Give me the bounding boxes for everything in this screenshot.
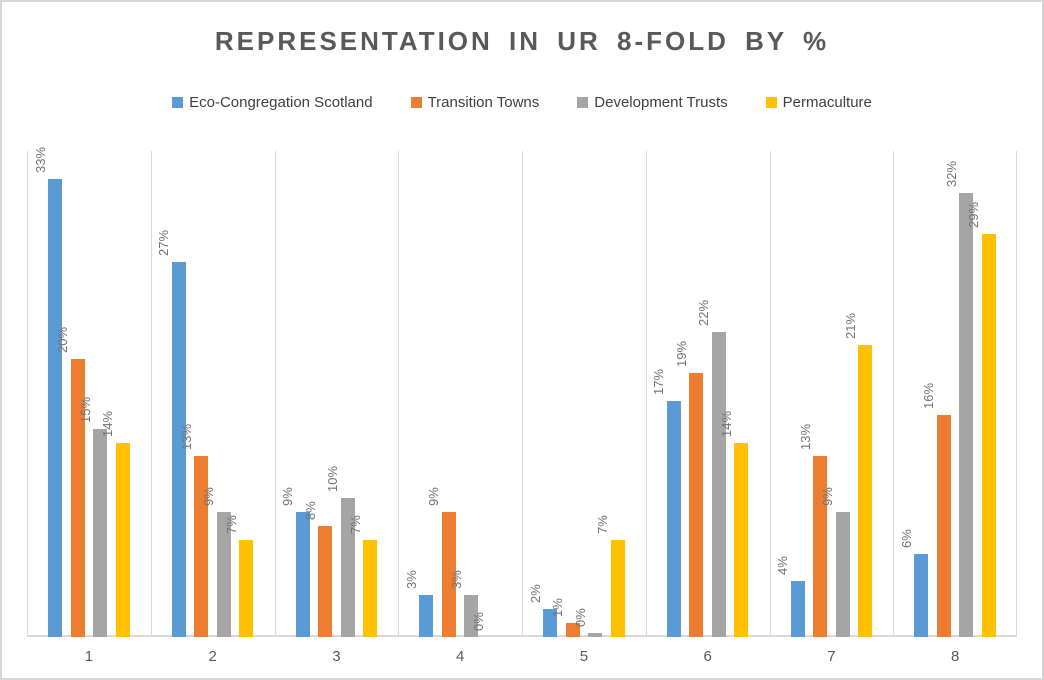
data-label: 32% <box>944 160 959 187</box>
data-label: 9% <box>820 487 835 506</box>
data-label: 7% <box>224 515 239 534</box>
gridline <box>1016 151 1017 637</box>
legend-item-development-trusts: Development Trusts <box>577 94 728 111</box>
gridline <box>893 151 894 637</box>
data-label: 13% <box>179 423 194 450</box>
legend-label: Eco-Congregation Scotland <box>189 94 373 111</box>
chart-title: REPRESENTATION IN UR 8-FOLD BY % <box>214 26 830 56</box>
bar <box>566 623 580 637</box>
bar <box>217 512 231 637</box>
bar <box>71 359 85 637</box>
legend-item-eco-congregation-scotland: Eco-Congregation Scotland <box>172 94 373 111</box>
data-label: 7% <box>595 515 610 534</box>
data-label: 7% <box>348 515 363 534</box>
bar <box>194 456 208 637</box>
bar <box>93 429 107 637</box>
data-label: 9% <box>280 487 295 506</box>
data-label: 6% <box>899 529 914 548</box>
data-label: 15% <box>78 396 93 423</box>
category-label: 1 <box>84 648 94 665</box>
data-label: 0% <box>573 608 588 627</box>
bar <box>419 595 433 637</box>
data-label: 9% <box>201 487 216 506</box>
legend-label: Permaculture <box>782 94 872 111</box>
bar <box>858 345 872 637</box>
bar <box>588 633 602 637</box>
bar <box>296 512 310 637</box>
bar <box>689 373 703 637</box>
data-label: 20% <box>55 326 70 353</box>
data-label: 22% <box>696 299 711 326</box>
legend-label: Development Trusts <box>594 94 728 111</box>
bar <box>172 262 186 637</box>
bar <box>982 234 996 637</box>
data-label: 14% <box>100 410 115 437</box>
data-label: 27% <box>156 229 171 256</box>
legend-marker-icon <box>765 97 777 108</box>
bar <box>464 595 478 637</box>
data-label: 10% <box>325 465 340 492</box>
legend-item-transition-towns: Transition Towns <box>410 94 540 111</box>
data-label: 9% <box>426 487 441 506</box>
category-label: 2 <box>208 648 217 665</box>
bar <box>48 179 62 637</box>
data-label: 29% <box>966 201 981 228</box>
data-label: 21% <box>843 312 858 339</box>
data-label: 4% <box>775 556 790 575</box>
data-label: 1% <box>550 598 565 617</box>
data-label: 2% <box>528 584 543 603</box>
bar <box>836 512 850 637</box>
data-label: 8% <box>303 501 318 520</box>
category-label: 8 <box>950 648 960 665</box>
data-label: 19% <box>674 340 689 367</box>
bar <box>363 540 377 637</box>
gridline <box>646 151 647 637</box>
legend: Eco-Congregation Scotland Transition Tow… <box>2 94 1042 111</box>
bar <box>813 456 827 637</box>
gridline <box>151 151 152 637</box>
legend-marker-icon <box>172 97 184 108</box>
bar <box>667 401 681 637</box>
bar <box>914 554 928 637</box>
category-label: 7 <box>827 648 836 665</box>
data-label: 33% <box>33 146 48 173</box>
bar <box>318 526 332 637</box>
bar <box>791 581 805 637</box>
bar <box>341 498 355 637</box>
x-axis-category-labels: 1 2 3 4 5 6 7 8 <box>27 648 1017 665</box>
category-label: 4 <box>455 648 465 665</box>
data-label: 3% <box>404 570 419 589</box>
bar <box>734 443 748 637</box>
legend-label: Transition Towns <box>427 94 540 111</box>
gridline <box>27 151 28 637</box>
bar <box>543 609 557 637</box>
bar <box>937 415 951 637</box>
legend-item-permaculture: Permaculture <box>765 94 872 111</box>
bar <box>239 540 253 637</box>
data-label: 16% <box>921 382 936 409</box>
bar <box>116 443 130 637</box>
legend-marker-icon <box>410 97 422 108</box>
data-label: 0% <box>471 612 486 631</box>
plot-area: 33% 20% 15% 14% 27% 13% 9% 7% 9% 8% 10% 7% 3% 9% 3% 0% 2… <box>27 147 1017 637</box>
bar <box>442 512 456 637</box>
data-label: 3% <box>449 570 464 589</box>
category-label: 3 <box>332 648 341 665</box>
gridline <box>398 151 399 637</box>
bar <box>959 193 973 637</box>
data-label: 13% <box>798 423 813 450</box>
data-label: 17% <box>651 368 666 395</box>
bar <box>712 332 726 637</box>
category-label: 6 <box>703 648 712 665</box>
category-label: 5 <box>579 648 589 665</box>
gridline <box>275 151 276 637</box>
gridline <box>522 151 523 637</box>
bar <box>611 540 625 637</box>
legend-marker-icon <box>577 97 589 108</box>
gridline <box>770 151 771 637</box>
data-label: 14% <box>719 410 734 437</box>
